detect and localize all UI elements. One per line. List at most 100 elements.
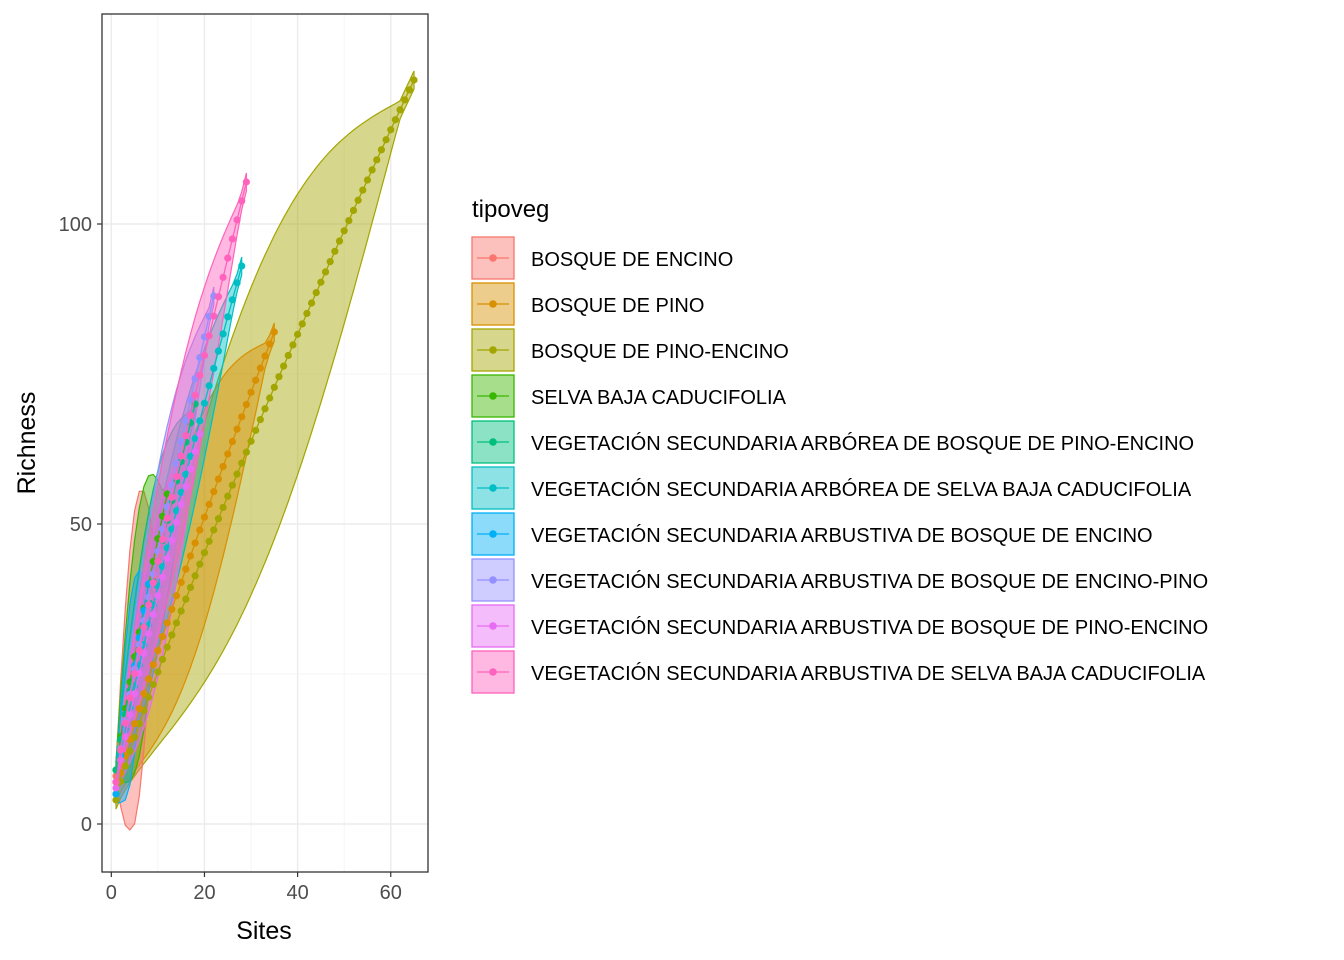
point-series-3 bbox=[368, 166, 376, 174]
ribbon-series-9 bbox=[115, 424, 201, 798]
point-series-3 bbox=[186, 583, 195, 592]
point-series-10 bbox=[233, 216, 241, 224]
point-series-10 bbox=[121, 719, 129, 727]
point-series-10 bbox=[210, 312, 218, 320]
point-series-3 bbox=[303, 309, 311, 318]
point-series-3 bbox=[158, 655, 167, 664]
legend-key-point bbox=[489, 300, 497, 308]
ribbon-series-3 bbox=[115, 70, 415, 810]
grid-lines bbox=[102, 14, 428, 872]
point-series-3 bbox=[252, 426, 260, 434]
point-series-10 bbox=[154, 557, 162, 565]
point-series-3 bbox=[238, 459, 246, 467]
point-series-2 bbox=[163, 619, 171, 627]
point-series-3 bbox=[256, 415, 264, 424]
point-series-9 bbox=[163, 554, 171, 563]
point-series-10 bbox=[224, 254, 232, 262]
point-series-2 bbox=[219, 462, 227, 471]
point-series-9 bbox=[196, 430, 204, 438]
point-series-2 bbox=[261, 352, 269, 360]
point-series-6 bbox=[233, 279, 241, 287]
point-series-2 bbox=[191, 539, 199, 547]
point-series-3 bbox=[340, 227, 348, 235]
legend-item: VEGETACIÓN SECUNDARIA ARBUSTIVA DE BOSQU… bbox=[471, 512, 1153, 556]
point-series-3 bbox=[373, 156, 381, 164]
legend-key-point bbox=[489, 576, 497, 584]
point-series-3 bbox=[354, 196, 362, 204]
point-series-3 bbox=[154, 668, 162, 676]
point-series-10 bbox=[228, 235, 236, 243]
y-axis-title: Richness bbox=[13, 392, 41, 495]
point-series-3 bbox=[228, 481, 236, 489]
point-series-7 bbox=[112, 790, 120, 798]
accumulation-curves bbox=[112, 76, 418, 804]
point-series-6 bbox=[224, 313, 232, 321]
plot-panel-background bbox=[102, 14, 428, 872]
y-tick-label: 50 bbox=[70, 514, 92, 536]
legend-item: VEGETACIÓN SECUNDARIA ARBUSTIVA DE BOSQU… bbox=[471, 558, 1208, 602]
axes: 0 20 40 60 0 50 100 bbox=[59, 214, 402, 904]
legend-key-point bbox=[489, 668, 497, 676]
x-tick-label: 20 bbox=[193, 882, 215, 904]
point-series-9 bbox=[126, 711, 134, 719]
point-series-10 bbox=[158, 535, 167, 544]
point-series-6 bbox=[214, 347, 223, 355]
point-series-3 bbox=[261, 405, 269, 413]
point-series-2 bbox=[205, 500, 213, 508]
point-series-10 bbox=[242, 178, 250, 186]
point-series-2 bbox=[256, 364, 264, 372]
point-series-3 bbox=[177, 607, 185, 615]
point-series-10 bbox=[131, 670, 139, 678]
legend-key-point bbox=[489, 346, 497, 354]
point-series-3 bbox=[405, 86, 413, 94]
point-series-10 bbox=[214, 293, 223, 301]
point-series-6 bbox=[228, 296, 236, 304]
point-series-2 bbox=[252, 376, 260, 384]
point-series-3 bbox=[182, 595, 190, 603]
point-series-10 bbox=[163, 514, 171, 522]
point-series-2 bbox=[228, 437, 236, 446]
point-series-2 bbox=[135, 704, 143, 713]
point-series-3 bbox=[349, 206, 358, 215]
point-series-3 bbox=[280, 362, 288, 370]
legend-label: VEGETACIÓN SECUNDARIA ARBÓREA DE SELVA B… bbox=[531, 478, 1192, 501]
point-series-6 bbox=[186, 452, 195, 461]
point-series-9 bbox=[149, 610, 157, 619]
point-series-3 bbox=[289, 341, 297, 349]
point-series-3 bbox=[210, 526, 218, 534]
legend-label: VEGETACIÓN SECUNDARIA ARBÓREA DE BOSQUE … bbox=[531, 432, 1194, 455]
point-series-6 bbox=[238, 262, 246, 270]
legend-label: BOSQUE DE ENCINO bbox=[531, 249, 733, 271]
legend-label: BOSQUE DE PINO-ENCINO bbox=[531, 341, 789, 363]
point-series-9 bbox=[168, 536, 176, 544]
point-series-3 bbox=[294, 330, 302, 338]
point-series-10 bbox=[144, 601, 153, 609]
point-series-9 bbox=[191, 447, 199, 455]
legend-key-point bbox=[489, 438, 497, 446]
point-series-10 bbox=[205, 332, 213, 340]
point-series-3 bbox=[298, 320, 306, 328]
point-series-6 bbox=[210, 364, 218, 372]
plot-panel-border bbox=[101, 13, 429, 873]
legend-key-point bbox=[489, 622, 497, 630]
point-series-3 bbox=[275, 373, 283, 381]
point-series-2 bbox=[200, 513, 209, 521]
point-series-3 bbox=[321, 268, 330, 276]
point-series-2 bbox=[158, 633, 167, 641]
point-series-6 bbox=[191, 434, 199, 443]
point-series-2 bbox=[140, 690, 148, 698]
point-series-6 bbox=[182, 470, 190, 478]
legend-key-point bbox=[489, 392, 497, 400]
point-series-8 bbox=[186, 395, 195, 404]
point-series-3 bbox=[387, 126, 395, 134]
legend-item: VEGETACIÓN SECUNDARIA ARBÓREA DE SELVA B… bbox=[471, 466, 1192, 510]
point-series-3 bbox=[377, 146, 386, 154]
point-series-3 bbox=[168, 631, 176, 639]
point-series-3 bbox=[163, 643, 171, 651]
point-series-3 bbox=[331, 247, 339, 255]
legend-item: SELVA BAJA CADUCIFOLIA bbox=[471, 374, 787, 418]
point-series-3 bbox=[200, 549, 209, 557]
point-series-3 bbox=[126, 747, 134, 755]
point-series-6 bbox=[219, 330, 227, 338]
